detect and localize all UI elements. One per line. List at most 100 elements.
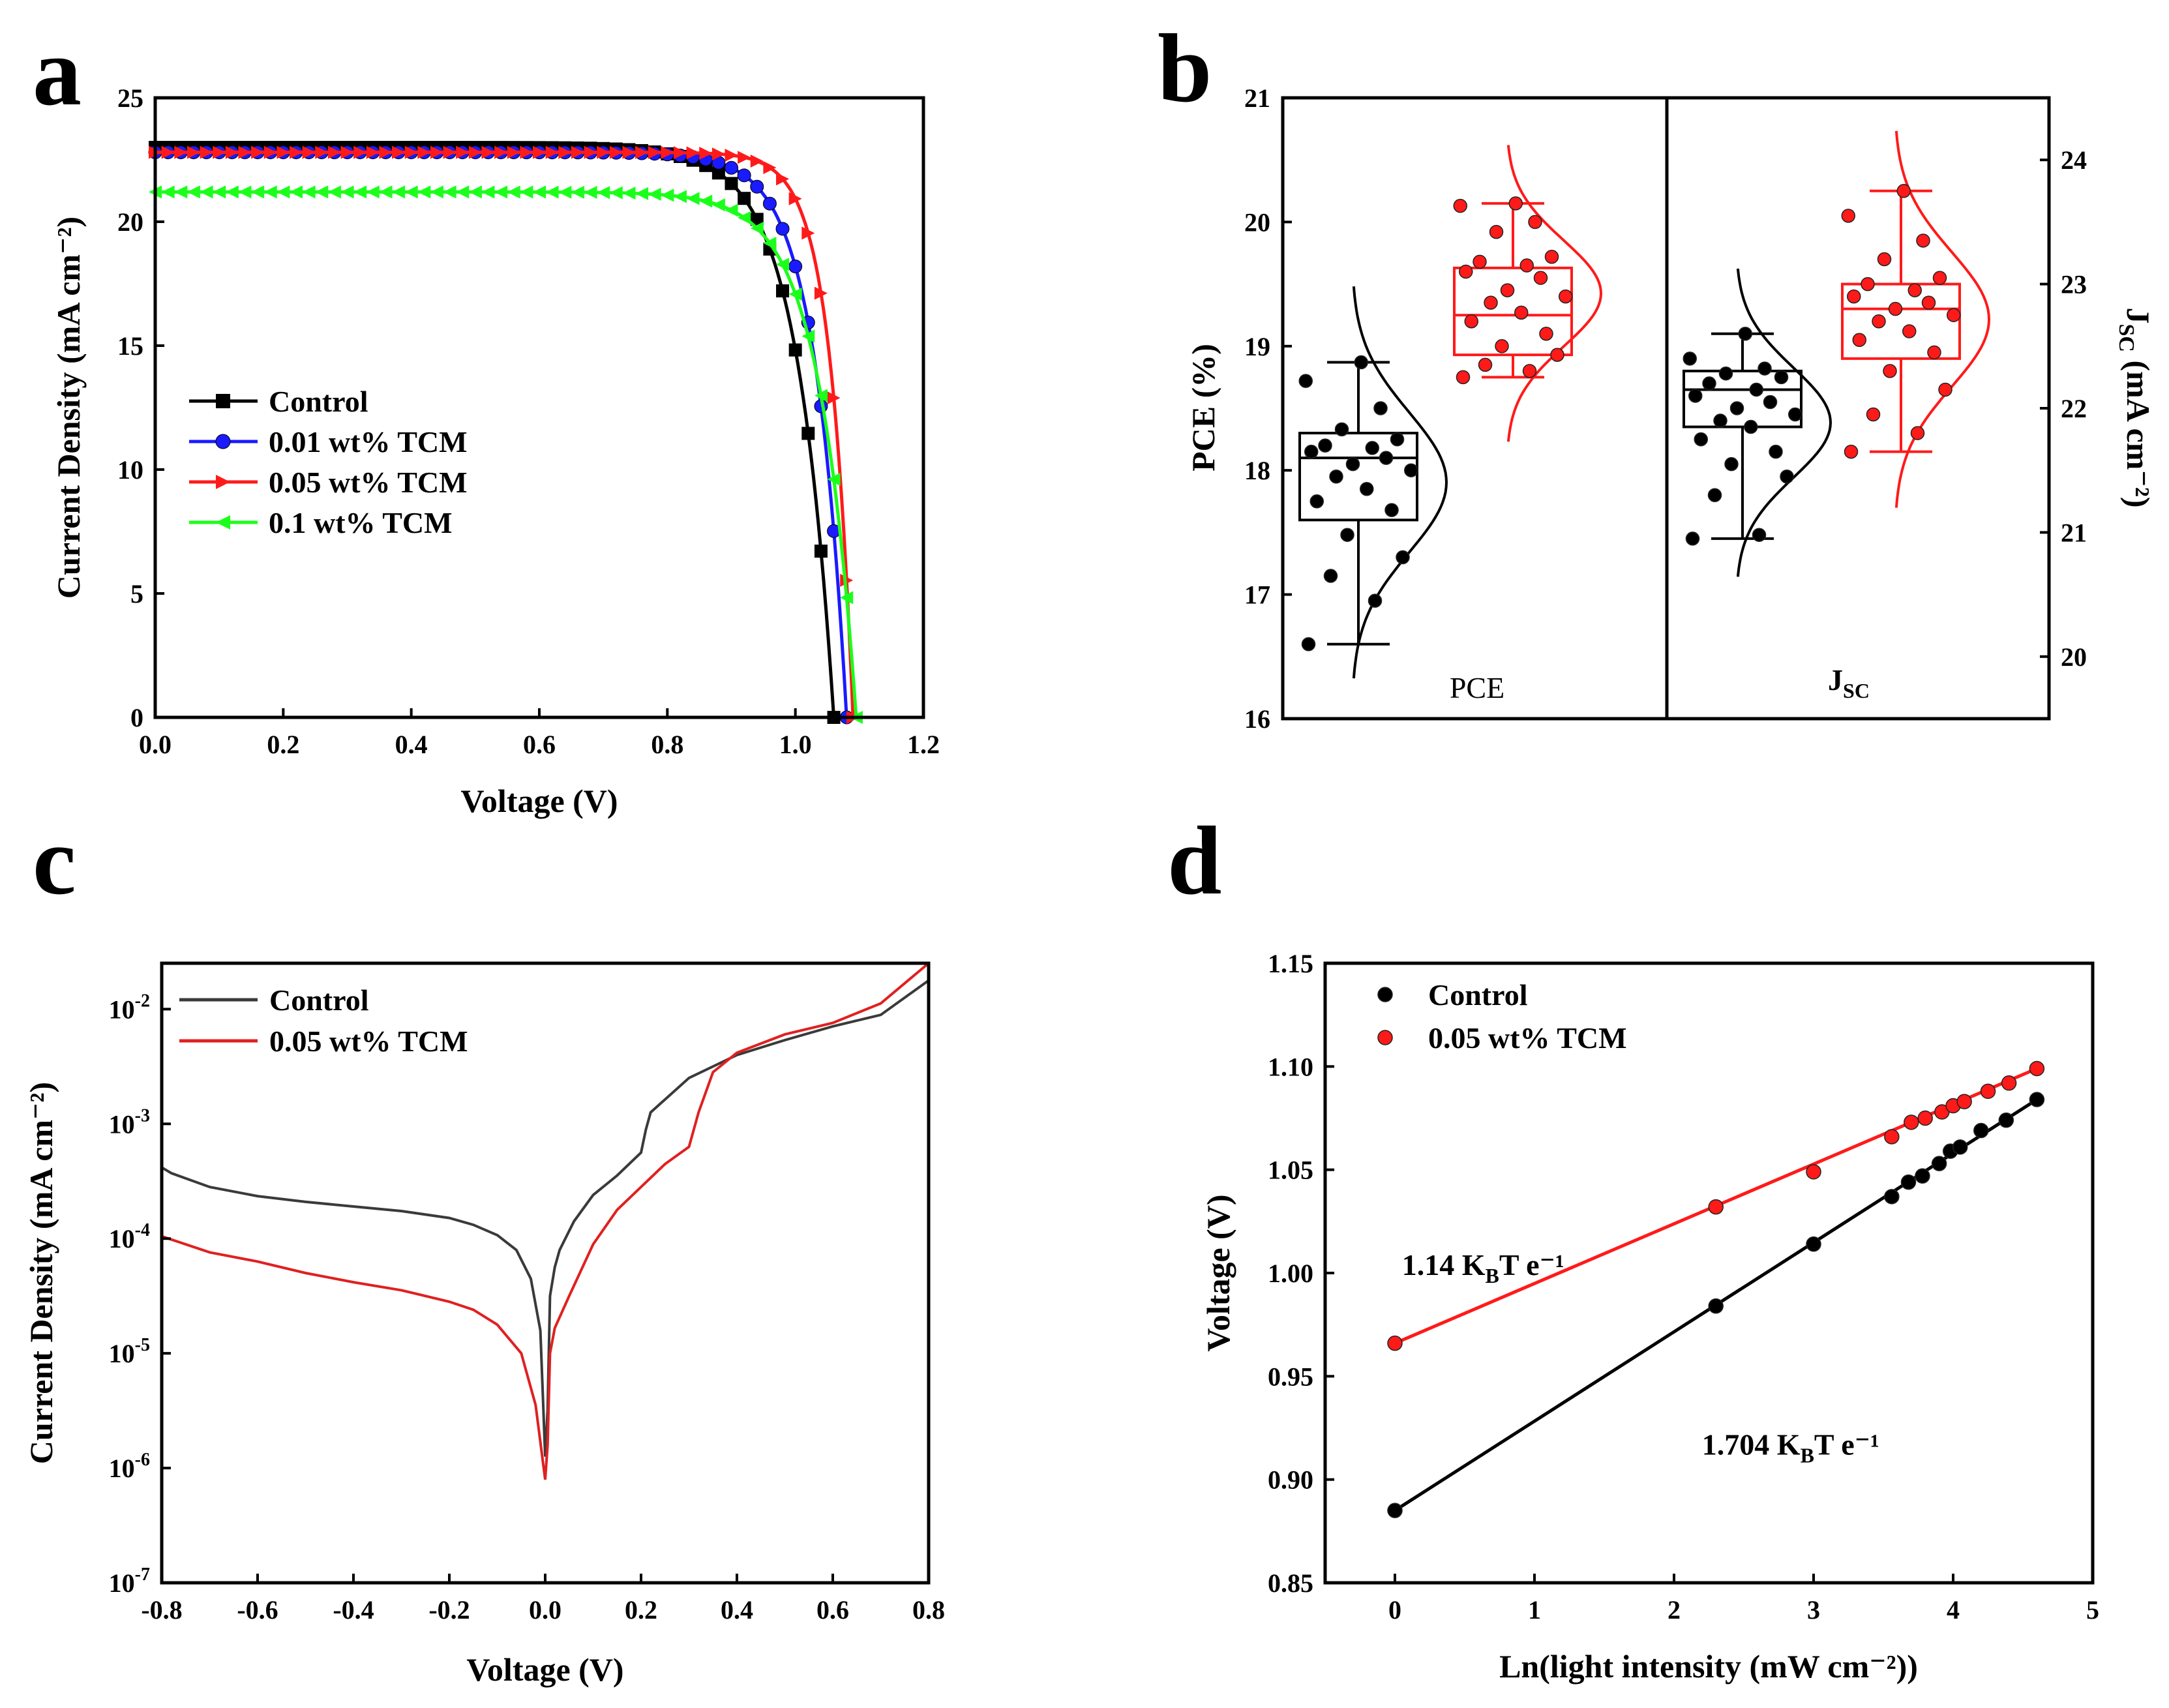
data-point bbox=[1763, 395, 1778, 410]
data-point bbox=[1769, 444, 1783, 459]
y-tick-label: 21 bbox=[2061, 518, 2087, 547]
data-point bbox=[161, 145, 175, 159]
y-tick-label: 1.00 bbox=[1268, 1259, 1313, 1288]
data-point bbox=[1907, 283, 1922, 297]
y-tick-label: 22 bbox=[2061, 394, 2087, 423]
data-point bbox=[1396, 550, 1410, 565]
data-point bbox=[494, 145, 508, 159]
box bbox=[1453, 266, 1573, 357]
y-tick-label: 10-7 bbox=[109, 1565, 150, 1598]
data-point bbox=[750, 222, 764, 235]
data-point bbox=[251, 145, 265, 159]
data-point bbox=[1758, 361, 1772, 376]
y-tick-label: 18 bbox=[1244, 456, 1270, 485]
y-tick-label: 19 bbox=[1244, 332, 1270, 361]
data-point bbox=[597, 145, 610, 159]
tick-base: 10 bbox=[109, 1224, 135, 1253]
data-point bbox=[1559, 289, 1573, 304]
data-point bbox=[481, 145, 495, 159]
data-point bbox=[1694, 432, 1708, 447]
jv-line-0-05-wt-tcm bbox=[155, 151, 855, 718]
panel-b-group-label-jsc-sub: SC bbox=[1843, 679, 1870, 702]
data-point bbox=[673, 190, 687, 203]
data-point bbox=[1806, 1236, 1821, 1252]
x-tick-label: -0.6 bbox=[237, 1595, 278, 1625]
data-point bbox=[315, 145, 329, 159]
data-point bbox=[430, 145, 443, 159]
data-point bbox=[481, 185, 495, 199]
legend-marker bbox=[216, 394, 230, 408]
density-curve bbox=[1736, 268, 1832, 577]
data-point bbox=[187, 145, 200, 159]
legend-item: Control bbox=[179, 983, 369, 1017]
data-point bbox=[1544, 249, 1559, 264]
data-point bbox=[1309, 494, 1324, 509]
data-point bbox=[1464, 314, 1478, 329]
data-point bbox=[1884, 1129, 1900, 1145]
data-point bbox=[1489, 224, 1504, 239]
legend-marker bbox=[1377, 987, 1393, 1002]
data-point bbox=[404, 145, 418, 159]
data-point bbox=[315, 185, 329, 199]
data-point bbox=[801, 226, 815, 240]
tick-base: 10 bbox=[109, 995, 135, 1024]
data-point bbox=[1301, 637, 1316, 652]
data-point bbox=[1852, 333, 1866, 348]
data-point bbox=[366, 185, 380, 199]
panel-c-plot-area bbox=[160, 962, 930, 1480]
data-point bbox=[1915, 1168, 1930, 1184]
data-point bbox=[763, 236, 777, 250]
data-point bbox=[1473, 254, 1487, 269]
data-point bbox=[686, 192, 700, 205]
x-tick-label: 0.0 bbox=[139, 730, 172, 759]
data-point bbox=[1973, 1122, 1989, 1139]
x-tick-label: 0.4 bbox=[395, 730, 428, 759]
data-point bbox=[1522, 364, 1537, 378]
y-tick-label: 0.95 bbox=[1268, 1362, 1313, 1391]
data-point bbox=[814, 286, 828, 300]
data-point bbox=[1484, 295, 1498, 310]
data-point bbox=[379, 145, 393, 159]
data-point bbox=[263, 145, 277, 159]
data-point bbox=[161, 185, 175, 199]
data-point bbox=[750, 179, 764, 194]
data-point bbox=[520, 185, 533, 199]
y-tick-label: 23 bbox=[2061, 270, 2087, 299]
panel-d-legend: Control 0.05 wt% TCM bbox=[1377, 978, 1627, 1055]
box-pce-0-05-wt-tcm bbox=[1453, 145, 1603, 442]
data-point bbox=[1360, 482, 1374, 496]
data-point bbox=[1872, 314, 1886, 329]
box bbox=[1298, 432, 1418, 522]
data-point bbox=[1752, 528, 1767, 542]
panel-d-plot-area bbox=[1387, 1060, 2045, 1518]
data-point bbox=[609, 145, 623, 159]
data-point bbox=[1713, 413, 1728, 428]
panel-c-x-ticks: -0.8 -0.6 -0.4 -0.2 0.0 0.2 0.4 0.6 0.8 bbox=[141, 1574, 945, 1625]
data-point bbox=[494, 185, 508, 199]
data-point bbox=[711, 147, 725, 161]
data-point bbox=[353, 185, 367, 199]
data-point bbox=[1902, 324, 1917, 338]
y-tick-label: 16 bbox=[1244, 704, 1270, 734]
data-point bbox=[1478, 357, 1493, 372]
panel-a-x-label: Voltage (V) bbox=[460, 783, 618, 819]
data-point bbox=[2029, 1092, 2045, 1107]
panel-b-group-label-jsc: JSC bbox=[1828, 663, 1870, 702]
data-point bbox=[1373, 401, 1388, 415]
data-point bbox=[404, 185, 418, 199]
data-point bbox=[1702, 376, 1716, 391]
data-point bbox=[1904, 1115, 1919, 1130]
data-point bbox=[1685, 532, 1700, 546]
annotation-tail: T e⁻¹ bbox=[1814, 1428, 1879, 1461]
y-tick-label: 0 bbox=[130, 703, 143, 732]
data-point bbox=[1866, 407, 1881, 422]
series-0-1-wt-tcm bbox=[149, 185, 863, 724]
y-tick-label: 10-5 bbox=[109, 1335, 150, 1368]
data-point bbox=[289, 145, 303, 159]
data-point bbox=[507, 185, 520, 199]
data-point bbox=[353, 145, 367, 159]
panel-d-voc-light-intensity: d 0 1 2 3 4 5 0.85 0.90 0.95 1.00 1.05 1.10 1.15 Ln… bbox=[1167, 807, 2099, 1685]
data-point bbox=[456, 185, 470, 199]
data-point bbox=[327, 185, 341, 199]
